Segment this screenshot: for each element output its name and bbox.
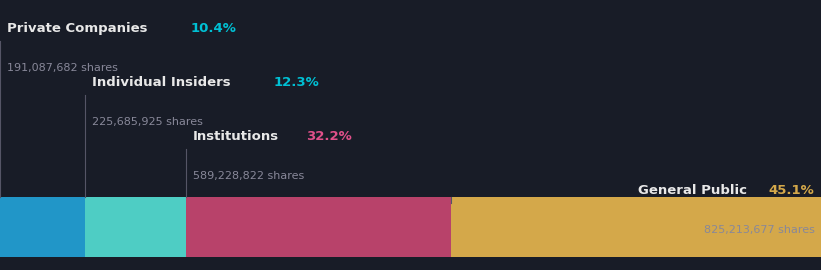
Text: 589,228,822 shares: 589,228,822 shares [193, 171, 305, 181]
Bar [85, 197, 186, 256]
Text: 10.4%: 10.4% [190, 22, 236, 35]
Text: 32.2%: 32.2% [306, 130, 352, 143]
Text: 225,685,925 shares: 225,685,925 shares [92, 117, 203, 127]
Text: Private Companies: Private Companies [7, 22, 147, 35]
Text: 191,087,682 shares: 191,087,682 shares [7, 63, 117, 73]
Text: 825,213,677 shares: 825,213,677 shares [704, 225, 814, 235]
Text: Individual Insiders: Individual Insiders [92, 76, 231, 89]
Text: 12.3%: 12.3% [273, 76, 319, 89]
Text: General Public: General Public [639, 184, 752, 197]
Bar [0, 197, 85, 256]
Bar [186, 197, 451, 256]
Text: 45.1%: 45.1% [768, 184, 814, 197]
Bar [451, 197, 821, 256]
Text: Institutions: Institutions [193, 130, 279, 143]
